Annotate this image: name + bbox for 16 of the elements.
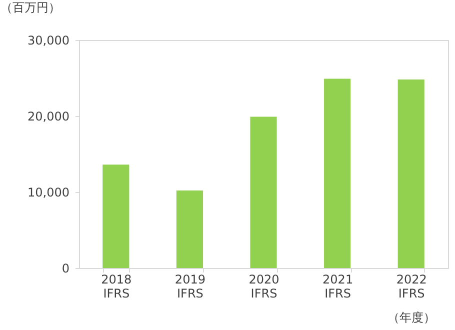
x-axis-title: （年度） [388,310,436,324]
bar [398,80,424,268]
x-tick-label: 2020 IFRS [248,272,280,300]
x-tick-label: 2021 IFRS [322,272,354,300]
y-tick-label: 20,000 [28,110,70,124]
x-tick-label: 2022 IFRS [396,272,427,300]
bar [102,164,130,268]
bar [324,78,351,268]
x-tick-label: 2019 IFRS [174,272,206,300]
bar [176,190,203,268]
y-axis-title: （百万円） [0,0,60,14]
x-tick-label: 2018 IFRS [101,272,132,300]
y-tick-label: 10,000 [28,186,70,200]
bar [250,116,277,268]
y-tick-label: 30,000 [28,34,70,48]
y-tick-label: 0 [62,262,70,276]
